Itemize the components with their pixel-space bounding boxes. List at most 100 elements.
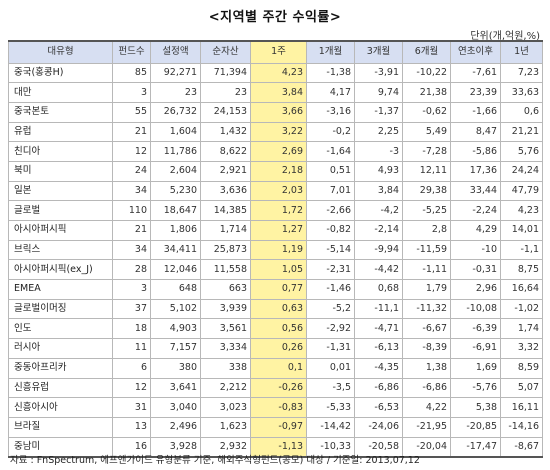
region-name-cell: 대만 bbox=[8, 82, 113, 103]
table-cell: 17,36 bbox=[450, 160, 501, 182]
table-cell: -10,33 bbox=[306, 436, 355, 458]
column-header: 설정액 bbox=[150, 40, 201, 64]
table-cell: 8,622 bbox=[200, 141, 251, 162]
table-cell: -3,16 bbox=[306, 101, 355, 123]
table-row: 유럽 21 1,604 1,432 3,22 -0,2 2,25 5,49 8,47 21,21 bbox=[8, 121, 543, 143]
table-cell: -4,42 bbox=[354, 259, 403, 281]
table-cell: 4,22 bbox=[402, 397, 451, 418]
table-cell: -1,31 bbox=[306, 338, 355, 359]
region-name-cell: 인도 bbox=[8, 318, 113, 340]
table-cell: 31 bbox=[112, 397, 151, 418]
table-cell: -5,33 bbox=[306, 397, 355, 418]
table-cell: 5,38 bbox=[450, 397, 501, 418]
unit-label: 단위(개,억원,%) bbox=[470, 31, 540, 42]
table-row: 대만 3 23 23 3,84 4,17 9,74 21,38 23,39 33,63 bbox=[8, 82, 543, 103]
table-cell: 1,19 bbox=[250, 239, 307, 261]
table-cell: 0,6 bbox=[500, 101, 543, 123]
table-cell: -2,31 bbox=[306, 259, 355, 281]
table-cell: -0,82 bbox=[306, 220, 355, 241]
region-name-cell: 친디아 bbox=[8, 141, 113, 162]
table-cell: 1,79 bbox=[402, 279, 451, 300]
table-cell: -10,08 bbox=[450, 298, 501, 320]
region-name-cell: EMEA bbox=[8, 279, 113, 300]
table-cell: 1,623 bbox=[200, 416, 251, 438]
table-cell: -11,1 bbox=[354, 298, 403, 320]
table-cell: -10,22 bbox=[402, 62, 451, 84]
table-cell: -1,66 bbox=[450, 101, 501, 123]
table-row: 신흥유럽 12 3,641 2,212 -0,26 -3,5 -6,86 -6,86 -5,76… bbox=[8, 377, 543, 399]
table-cell: 3 bbox=[112, 82, 151, 103]
table-cell: 3,334 bbox=[200, 338, 251, 359]
table-cell: 12,046 bbox=[150, 259, 201, 281]
column-header: 순자산 bbox=[200, 40, 251, 64]
table-cell: 8,75 bbox=[500, 259, 543, 281]
table-cell: 28 bbox=[112, 259, 151, 281]
table-cell: -14,42 bbox=[306, 416, 355, 438]
table-cell: -10 bbox=[450, 239, 501, 261]
page-title: <지역별 주간 수익률> bbox=[208, 10, 342, 25]
table-cell: 2,25 bbox=[354, 121, 403, 143]
region-name-cell: 브릭스 bbox=[8, 239, 113, 261]
region-name-cell: 중동아프리카 bbox=[8, 357, 113, 379]
table-cell: 3 bbox=[112, 279, 151, 300]
table-row: 아시아퍼시픽(ex_J) 28 12,046 11,558 1,05 -2,31 -4,42… bbox=[8, 259, 543, 281]
table-cell: 7,23 bbox=[500, 62, 543, 84]
table-cell: 16,64 bbox=[500, 279, 543, 300]
table-cell: 3,939 bbox=[200, 298, 251, 320]
table-cell: -20,85 bbox=[450, 416, 501, 438]
column-header: 1주 bbox=[250, 40, 307, 64]
table-cell: 2,03 bbox=[250, 180, 307, 202]
table-row: 브라질 13 2,496 1,623 -0,97 -14,42 -24,06 -21,95 -2… bbox=[8, 416, 543, 438]
table-cell: 14,01 bbox=[500, 220, 543, 241]
table-row: 친디아 12 11,786 8,622 2,69 -1,64 -3 -7,28 -5,86 5,7… bbox=[8, 141, 543, 162]
table-cell: 9,74 bbox=[354, 82, 403, 103]
table-cell: -20,04 bbox=[402, 436, 451, 458]
table-cell: -1,64 bbox=[306, 141, 355, 162]
table-cell: -6,91 bbox=[450, 338, 501, 359]
table-cell: 3,040 bbox=[150, 397, 201, 418]
table-cell: -1,46 bbox=[306, 279, 355, 300]
table-cell: 8,59 bbox=[500, 357, 543, 379]
table-cell: 1,74 bbox=[500, 318, 543, 340]
table-row: 중국본토 55 26,732 24,153 3,66 -3,16 -1,37 -0,62 -1,… bbox=[8, 101, 543, 123]
table-cell: 4,17 bbox=[306, 82, 355, 103]
table-cell: 1,604 bbox=[150, 121, 201, 143]
table-cell: 3,641 bbox=[150, 377, 201, 399]
table-cell: 12,11 bbox=[402, 160, 451, 182]
table-cell: -3,91 bbox=[354, 62, 403, 84]
table-cell: 21 bbox=[112, 220, 151, 241]
table-cell: 3,023 bbox=[200, 397, 251, 418]
table-cell: -6,39 bbox=[450, 318, 501, 340]
column-header: 펀드수 bbox=[112, 40, 151, 64]
column-header: 3개월 bbox=[354, 40, 403, 64]
table-cell: -0,2 bbox=[306, 121, 355, 143]
table-cell: 2,604 bbox=[150, 160, 201, 182]
table-cell: -4,2 bbox=[354, 200, 403, 221]
table-row: 글로벌 110 18,647 14,385 1,72 -2,66 -4,2 -5,25 -2,2… bbox=[8, 200, 543, 221]
table-cell: -3 bbox=[354, 141, 403, 162]
region-name-cell: 글로벌이머징 bbox=[8, 298, 113, 320]
table-header-row: 대유형 펀드수 설정액 순자산 1주 1개월 3개월 6개월 연초이후 1년 bbox=[8, 40, 543, 64]
region-name-cell: 중국(홍콩H) bbox=[8, 62, 113, 84]
table-row: 인도 18 4,903 3,561 0,56 -2,92 -4,71 -6,67 -6,39 1,… bbox=[8, 318, 543, 340]
table-cell: -1,02 bbox=[500, 298, 543, 320]
table-cell: 29,38 bbox=[402, 180, 451, 202]
table-cell: 2,932 bbox=[200, 436, 251, 458]
table-cell: -1,11 bbox=[402, 259, 451, 281]
region-name-cell: 신흥아시아 bbox=[8, 397, 113, 418]
table-cell: 33,44 bbox=[450, 180, 501, 202]
table-cell: 0,56 bbox=[250, 318, 307, 340]
table-cell: -5,25 bbox=[402, 200, 451, 221]
table-cell: 5,76 bbox=[500, 141, 543, 162]
table-cell: -2,14 bbox=[354, 220, 403, 241]
table-cell: 71,394 bbox=[200, 62, 251, 84]
table-cell: -6,86 bbox=[402, 377, 451, 399]
table-cell: 2,8 bbox=[402, 220, 451, 241]
table-cell: -4,71 bbox=[354, 318, 403, 340]
table-cell: 110 bbox=[112, 200, 151, 221]
table-cell: 7,01 bbox=[306, 180, 355, 202]
table-cell: -6,53 bbox=[354, 397, 403, 418]
table-cell: 21,38 bbox=[402, 82, 451, 103]
table-cell: 2,18 bbox=[250, 160, 307, 182]
table-cell: 4,29 bbox=[450, 220, 501, 241]
